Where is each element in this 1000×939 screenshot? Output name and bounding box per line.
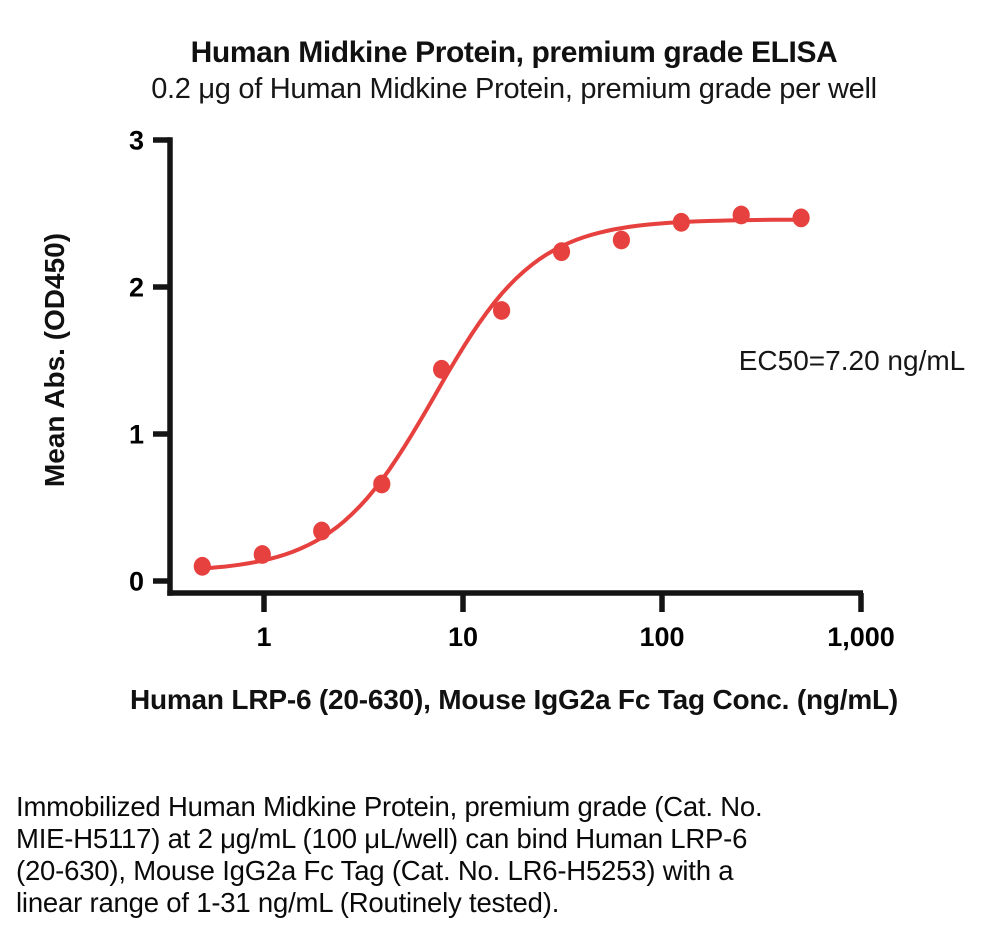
caption-line: Immobilized Human Midkine Protein, premi… [16, 791, 763, 822]
data-point [193, 556, 211, 576]
elisa-chart: Human Midkine Protein, premium grade ELI… [39, 36, 966, 715]
fit-curve [200, 217, 804, 571]
chart-title: Human Midkine Protein, premium grade ELI… [190, 36, 838, 69]
y-axis-label: Mean Abs. (OD450) [39, 232, 70, 488]
x-tick-label: 1 [256, 622, 271, 652]
data-point [552, 242, 571, 262]
caption-line: linear range of 1-31 ng/mL (Routinely te… [16, 887, 560, 918]
y-tick-label: 0 [129, 567, 144, 597]
data-point [433, 359, 451, 379]
data-point [493, 301, 511, 320]
y-tick-label: 3 [129, 126, 144, 156]
data-point [732, 205, 750, 225]
caption: Immobilized Human Midkine Protein, premi… [16, 791, 976, 919]
plot-svg: 0 1 2 3 1 10 100 1,000 [129, 126, 895, 653]
data-point [373, 474, 391, 494]
data-point [313, 521, 331, 541]
caption-line: MIE-H5117) at 2 μg/mL (100 μL/well) can … [16, 823, 748, 854]
x-tick-label: 1,000 [827, 622, 895, 652]
y-tick-label: 2 [129, 273, 144, 303]
data-point [792, 208, 810, 228]
data-point [253, 545, 271, 564]
ec50-annotation: EC50=7.20 ng/mL [738, 345, 966, 376]
y-tick-label: 1 [129, 420, 144, 450]
x-axis-label: Human LRP-6 (20-630), Mouse IgG2a Fc Tag… [129, 684, 899, 715]
x-tick-label: 100 [639, 622, 684, 652]
x-tick-label: 10 [448, 622, 478, 652]
chart-subtitle: 0.2 μg of Human Midkine Protein, premium… [151, 73, 877, 105]
caption-line: (20-630), Mouse IgG2a Fc Tag (Cat. No. L… [16, 855, 734, 886]
data-point [672, 212, 690, 232]
data-point [612, 230, 631, 250]
